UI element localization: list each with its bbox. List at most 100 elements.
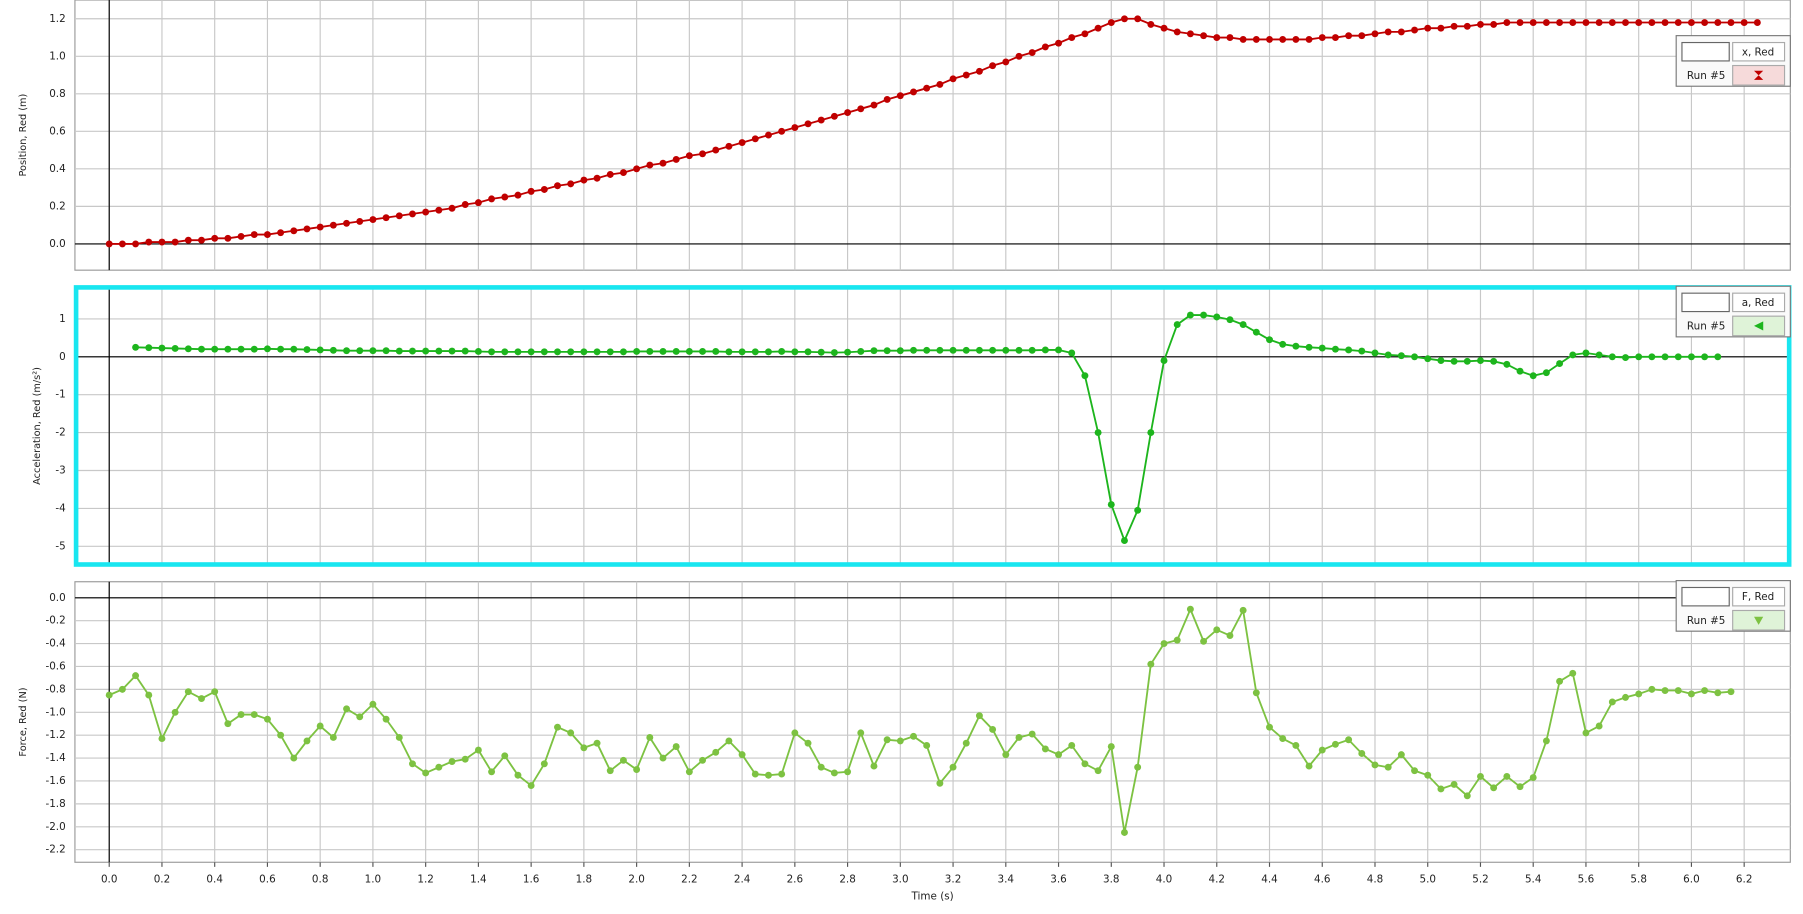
data-point	[1371, 30, 1379, 38]
data-point	[1648, 353, 1656, 361]
data-point	[237, 711, 245, 719]
data-point	[1714, 19, 1722, 26]
data-point	[435, 763, 443, 771]
data-point	[580, 176, 588, 184]
data-point	[936, 346, 944, 354]
data-point	[501, 193, 509, 201]
data-point	[699, 150, 707, 158]
data-point	[224, 720, 232, 728]
data-point	[461, 755, 469, 763]
data-point	[1318, 34, 1326, 41]
data-point	[1107, 501, 1115, 509]
x-tick-label: 4.0	[1156, 874, 1173, 886]
data-point	[830, 349, 838, 357]
data-point	[910, 732, 917, 740]
x-tick-label: 0.6	[259, 874, 276, 886]
data-point	[409, 760, 416, 768]
x-tick-label: 4.2	[1209, 874, 1226, 886]
data-point	[277, 731, 285, 739]
data-point	[1252, 35, 1260, 43]
data-point	[1186, 311, 1194, 319]
data-point	[1582, 19, 1590, 26]
data-point	[1648, 19, 1656, 26]
x-tick-label: 1.0	[365, 874, 382, 886]
data-point	[501, 348, 509, 356]
data-point	[1490, 357, 1498, 365]
data-point	[619, 756, 627, 764]
data-point	[804, 120, 812, 128]
data-point	[1107, 19, 1115, 26]
data-point	[1331, 740, 1339, 748]
data-point	[158, 238, 166, 246]
data-point	[382, 214, 390, 222]
x-tick-label: 4.6	[1314, 874, 1331, 886]
data-point	[751, 348, 759, 356]
data-point	[145, 238, 153, 246]
data-point	[237, 345, 245, 353]
data-point	[725, 348, 733, 356]
data-point	[1529, 372, 1537, 380]
data-point	[633, 348, 641, 355]
data-point	[1661, 353, 1669, 361]
data-point	[1134, 506, 1142, 514]
data-point	[870, 347, 878, 355]
x-tick-label: 1.4	[470, 874, 487, 886]
data-point	[1450, 357, 1458, 365]
data-point	[1121, 829, 1128, 836]
data-point	[1622, 354, 1629, 361]
data-point	[1595, 351, 1603, 359]
data-point	[738, 348, 746, 356]
data-point	[1503, 19, 1511, 26]
data-point	[1674, 19, 1682, 26]
data-point	[989, 346, 997, 354]
data-point	[606, 767, 614, 775]
data-point	[356, 713, 364, 721]
data-point	[778, 770, 786, 778]
data-point	[184, 345, 192, 353]
y-tick-label: -1.6	[45, 775, 65, 787]
data-point	[1687, 19, 1695, 26]
data-point	[1437, 24, 1445, 32]
data-point	[699, 756, 707, 764]
data-point	[461, 201, 469, 208]
data-point	[1121, 537, 1128, 545]
data-point	[395, 347, 403, 355]
x-tick-label: 3.0	[892, 874, 909, 886]
legend-name: a, Red	[1742, 297, 1775, 309]
data-point	[1635, 19, 1643, 26]
data-point	[883, 347, 891, 355]
data-point	[857, 729, 865, 737]
data-point	[474, 348, 482, 355]
data-point	[896, 347, 904, 355]
data-point	[844, 768, 852, 776]
data-point	[1437, 357, 1445, 365]
data-point	[1081, 30, 1089, 38]
data-point	[132, 343, 140, 351]
data-point	[184, 688, 192, 696]
data-point	[1345, 736, 1353, 744]
data-point	[659, 348, 667, 355]
data-point	[329, 734, 337, 741]
data-point	[1345, 32, 1353, 40]
x-tick-label: 3.4	[998, 874, 1015, 886]
x-tick-label: 1.8	[576, 874, 593, 886]
data-point	[1608, 698, 1616, 706]
data-point	[1279, 340, 1287, 348]
data-point	[1477, 772, 1484, 780]
data-point	[1107, 743, 1115, 751]
plot-area	[74, 0, 1791, 271]
data-point	[1147, 660, 1155, 668]
data-point	[1582, 349, 1590, 357]
data-point	[1608, 353, 1616, 361]
data-point	[1015, 734, 1023, 741]
x-tick-label: 2.4	[734, 874, 751, 886]
data-point	[1674, 687, 1682, 694]
data-point	[1318, 344, 1326, 352]
data-point	[171, 708, 179, 716]
data-point	[356, 347, 364, 355]
x-tick-label: 6.2	[1736, 874, 1753, 886]
y-tick-label: -1.4	[45, 752, 66, 764]
y-tick-label: -0.8	[45, 683, 65, 695]
data-point	[514, 191, 522, 199]
data-point	[224, 345, 232, 353]
